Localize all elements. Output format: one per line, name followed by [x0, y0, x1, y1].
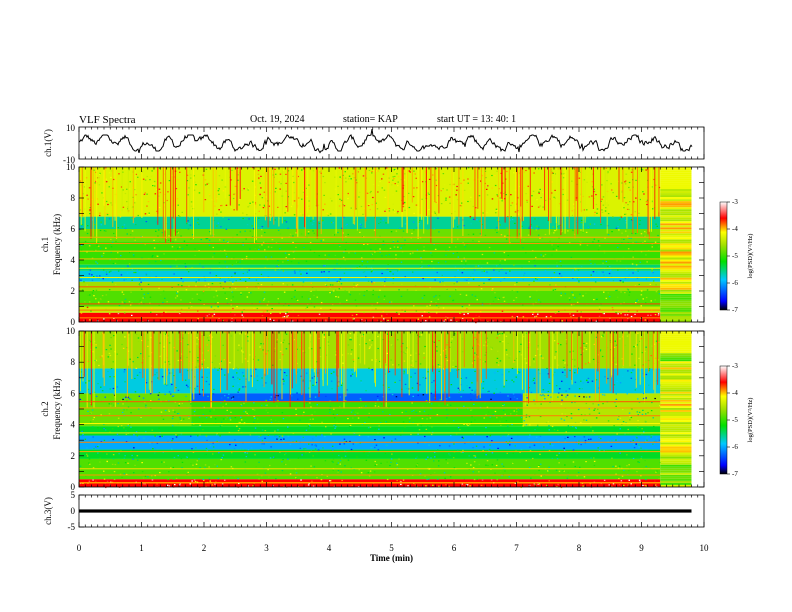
ch2-colorbar-tick: -4 [732, 389, 738, 397]
ch1-ytick-label: 0 [71, 317, 76, 327]
ch1-waveform-line [79, 129, 693, 154]
x-ticks [78, 495, 705, 527]
ch1-colorbar-tick: -4 [732, 225, 738, 233]
spectrogram-band [79, 426, 661, 436]
ch2-ytick-label: 8 [71, 357, 76, 367]
ch2-axis-label-channel: ch.2 [40, 401, 50, 416]
ch1-ytick-label: 10 [66, 162, 76, 172]
spectrogram-band [79, 216, 661, 229]
ch3-ytick-label: 5 [71, 490, 76, 500]
ch1-ytick-label: 8 [71, 193, 76, 203]
spectrogram-band [79, 368, 661, 394]
spectrogram-band [79, 229, 661, 242]
spectrogram-band [79, 331, 661, 369]
ch3-ytick-label: -5 [68, 522, 76, 532]
ch2-colorbar-tick: -3 [732, 362, 738, 370]
ch1-colorbar-tick: -3 [732, 198, 738, 206]
spectrogram-band [79, 270, 661, 282]
start-time-label: start UT = 13: 40: 1 [437, 114, 517, 125]
ch2-ytick-label: 10 [66, 326, 76, 336]
xtick-label: 1 [139, 543, 144, 553]
ch3-ytick-label: 0 [71, 506, 76, 516]
ch1-axis-label-channel: ch.1 [40, 237, 50, 252]
x-ticks [78, 331, 705, 487]
ch2-ytick-label: 4 [71, 420, 76, 430]
xtick-label: 3 [264, 543, 269, 553]
ch1-axis-label-frequency: Frequency (kHz) [52, 214, 62, 275]
xtick-label: 9 [639, 543, 644, 553]
spectrogram-band [79, 291, 661, 307]
xtick-label: 0 [77, 543, 82, 553]
spectrogram-band [191, 393, 523, 402]
ch2-ytick-label: 2 [71, 451, 76, 461]
ch1-ytick-label: 2 [71, 286, 76, 296]
ch1-ytick-label: 10 [66, 123, 76, 133]
x-ticks [78, 167, 705, 322]
ch2-colorbar [719, 365, 728, 475]
ch2-colorbar-tick: -7 [732, 470, 738, 478]
ch3-signal-band [79, 509, 692, 513]
xtick-label: 5 [389, 543, 394, 553]
ch1-colorbar-tick: -7 [732, 306, 738, 314]
x-ticks [78, 127, 705, 159]
ch2-ytick-label: 0 [71, 482, 76, 492]
x-axis-label: Time (min) [370, 553, 413, 563]
ch1-ytick-label: 6 [71, 224, 76, 234]
ch1-colorbar-tick: -5 [732, 252, 738, 260]
ch2-colorbar-tick: -5 [732, 416, 738, 424]
y-ticks [79, 166, 704, 323]
ch1-colorbar-tick: -6 [732, 279, 738, 287]
ch2-axis-label-frequency: Frequency (kHz) [52, 378, 62, 439]
ch1-colorbar [719, 201, 728, 311]
spectrogram-band [522, 393, 661, 427]
xtick-label: 4 [327, 543, 332, 553]
ch2-colorbar-tick: -6 [732, 443, 738, 451]
spectrogram-band [79, 393, 192, 427]
xtick-label: 10 [700, 543, 710, 553]
xtick-label: 2 [202, 543, 207, 553]
xtick-label: 7 [514, 543, 519, 553]
y-ticks [79, 330, 704, 488]
spectrogram-band [79, 241, 661, 265]
ch1-axis-label: ch.1(V) [43, 129, 53, 157]
chart-title: VLF Spectra [79, 114, 136, 126]
ch1-spectrogram [79, 166, 704, 324]
ch2-colorbar-label: log(PSD)(V²/Hz) [747, 398, 754, 443]
ch2-spectrogram [79, 330, 704, 489]
ch1-colorbar-label: log(PSD)(V²/Hz) [747, 234, 754, 279]
ch1-ytick-label: 4 [71, 255, 76, 265]
station-label: station= KAP [343, 114, 398, 125]
spectrogram-band [79, 449, 661, 459]
date-label: Oct. 19, 2024 [250, 114, 305, 125]
ch1-ytick-label: -10 [63, 155, 75, 165]
xtick-label: 8 [577, 543, 582, 553]
xtick-label: 6 [452, 543, 457, 553]
ch3-axis-label: ch.3(V) [43, 497, 53, 525]
ch2-ytick-label: 6 [71, 388, 76, 398]
